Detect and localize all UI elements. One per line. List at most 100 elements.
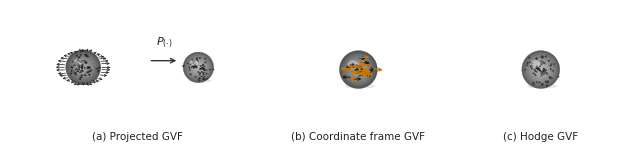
Ellipse shape — [353, 64, 364, 75]
Ellipse shape — [70, 54, 97, 81]
Ellipse shape — [188, 57, 209, 78]
Ellipse shape — [68, 53, 98, 82]
Ellipse shape — [524, 52, 558, 87]
Ellipse shape — [527, 84, 557, 89]
Ellipse shape — [356, 67, 361, 72]
Ellipse shape — [357, 68, 360, 71]
Ellipse shape — [525, 53, 557, 86]
Ellipse shape — [79, 63, 87, 71]
Ellipse shape — [74, 58, 92, 77]
Ellipse shape — [189, 57, 208, 77]
Ellipse shape — [194, 63, 203, 71]
Ellipse shape — [193, 62, 204, 73]
Ellipse shape — [531, 59, 551, 80]
Ellipse shape — [83, 66, 84, 68]
Ellipse shape — [538, 67, 543, 72]
Ellipse shape — [196, 65, 200, 69]
Ellipse shape — [538, 67, 543, 72]
Ellipse shape — [348, 60, 369, 79]
Ellipse shape — [348, 59, 369, 80]
Ellipse shape — [348, 60, 358, 68]
Ellipse shape — [189, 58, 207, 77]
Ellipse shape — [79, 63, 88, 72]
Ellipse shape — [351, 62, 366, 77]
Ellipse shape — [345, 56, 372, 83]
Ellipse shape — [347, 58, 370, 81]
Ellipse shape — [527, 56, 554, 83]
Ellipse shape — [537, 66, 545, 73]
Ellipse shape — [536, 64, 546, 75]
Ellipse shape — [185, 54, 212, 81]
Ellipse shape — [341, 53, 376, 87]
Ellipse shape — [531, 60, 550, 79]
Ellipse shape — [529, 57, 553, 82]
Ellipse shape — [353, 64, 364, 75]
Ellipse shape — [191, 60, 206, 75]
Ellipse shape — [73, 57, 93, 77]
Ellipse shape — [77, 62, 89, 73]
Ellipse shape — [81, 65, 86, 70]
Ellipse shape — [71, 55, 95, 80]
Ellipse shape — [82, 66, 84, 69]
Ellipse shape — [534, 63, 547, 76]
Ellipse shape — [70, 54, 96, 80]
Ellipse shape — [77, 61, 90, 73]
Ellipse shape — [534, 62, 548, 77]
Ellipse shape — [187, 56, 210, 79]
Ellipse shape — [194, 63, 203, 72]
Ellipse shape — [76, 60, 90, 74]
Ellipse shape — [344, 55, 373, 84]
Ellipse shape — [186, 55, 211, 80]
Ellipse shape — [68, 52, 99, 83]
Ellipse shape — [358, 69, 359, 70]
Ellipse shape — [344, 55, 372, 84]
Ellipse shape — [529, 58, 553, 81]
Ellipse shape — [341, 52, 376, 87]
Ellipse shape — [184, 53, 212, 81]
Ellipse shape — [533, 62, 548, 77]
Ellipse shape — [540, 68, 542, 71]
Ellipse shape — [536, 65, 545, 74]
Text: (c) Hodge GVF: (c) Hodge GVF — [503, 132, 579, 142]
Ellipse shape — [532, 61, 550, 79]
Ellipse shape — [67, 51, 99, 83]
Ellipse shape — [529, 58, 552, 81]
Ellipse shape — [195, 63, 202, 71]
Ellipse shape — [528, 57, 554, 82]
Ellipse shape — [191, 61, 205, 74]
Ellipse shape — [532, 62, 549, 78]
Ellipse shape — [343, 54, 374, 85]
Ellipse shape — [526, 55, 556, 84]
Ellipse shape — [76, 59, 91, 75]
Ellipse shape — [78, 63, 88, 72]
Ellipse shape — [191, 60, 205, 75]
Ellipse shape — [77, 61, 90, 74]
Ellipse shape — [358, 69, 359, 70]
Ellipse shape — [351, 62, 365, 77]
Ellipse shape — [188, 57, 209, 78]
Ellipse shape — [83, 67, 84, 68]
Ellipse shape — [192, 61, 205, 74]
Ellipse shape — [66, 50, 100, 84]
Ellipse shape — [355, 66, 362, 73]
Ellipse shape — [527, 55, 555, 84]
Ellipse shape — [531, 60, 551, 79]
Ellipse shape — [78, 62, 88, 73]
Ellipse shape — [184, 53, 213, 82]
Ellipse shape — [523, 52, 559, 88]
Ellipse shape — [354, 65, 363, 74]
Ellipse shape — [198, 67, 199, 68]
Ellipse shape — [345, 84, 375, 89]
Ellipse shape — [522, 51, 560, 89]
Ellipse shape — [68, 53, 98, 82]
Ellipse shape — [350, 62, 367, 78]
Ellipse shape — [70, 81, 99, 85]
Ellipse shape — [339, 51, 378, 89]
Ellipse shape — [72, 56, 95, 79]
Ellipse shape — [192, 61, 205, 73]
Ellipse shape — [184, 53, 213, 82]
Ellipse shape — [69, 53, 97, 81]
Ellipse shape — [189, 59, 207, 76]
Ellipse shape — [342, 53, 374, 86]
Ellipse shape — [348, 59, 369, 81]
